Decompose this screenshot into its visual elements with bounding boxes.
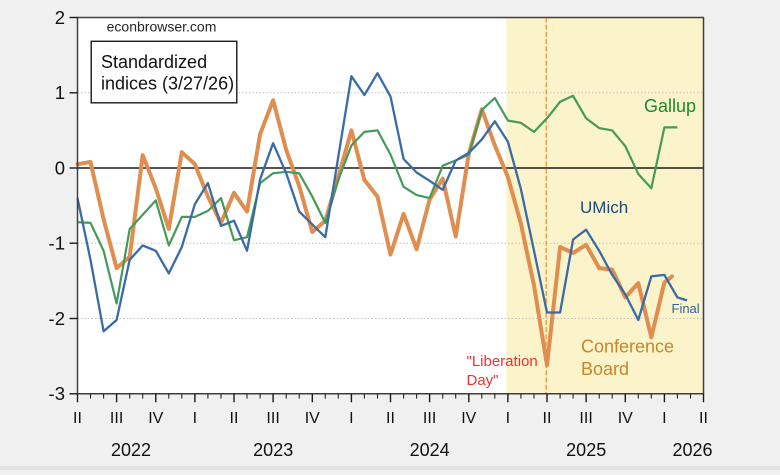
svg-text:Standardized: Standardized [101, 52, 207, 72]
svg-text:2025: 2025 [566, 440, 606, 460]
svg-text:II: II [230, 410, 239, 427]
svg-text:Conference: Conference [581, 337, 674, 357]
svg-text:Gallup: Gallup [644, 96, 696, 116]
svg-text:II: II [73, 410, 82, 427]
svg-text:Day": Day" [467, 372, 499, 389]
svg-text:2023: 2023 [253, 440, 293, 460]
svg-text:III: III [266, 410, 279, 427]
svg-text:Final: Final [672, 301, 700, 316]
svg-text:"Liberation: "Liberation [467, 353, 538, 370]
svg-text:III: III [579, 410, 592, 427]
svg-text:II: II [386, 410, 395, 427]
svg-text:II: II [699, 410, 708, 427]
svg-text:indices (3/27/26): indices (3/27/26) [101, 74, 234, 94]
svg-text:econbrowser.com: econbrowser.com [107, 19, 217, 35]
svg-text:-2: -2 [49, 308, 65, 329]
svg-text:IV: IV [461, 410, 476, 427]
svg-text:I: I [506, 410, 510, 427]
svg-text:I: I [662, 410, 666, 427]
svg-text:2022: 2022 [111, 440, 151, 460]
svg-text:Board: Board [581, 359, 629, 379]
svg-text:UMich: UMich [580, 198, 628, 217]
svg-text:2: 2 [55, 7, 65, 28]
svg-text:IV: IV [148, 410, 163, 427]
svg-text:II: II [543, 410, 552, 427]
svg-text:0: 0 [55, 157, 65, 178]
svg-text:IV: IV [305, 410, 320, 427]
svg-text:IV: IV [618, 410, 633, 427]
svg-text:-1: -1 [49, 233, 65, 254]
svg-text:2024: 2024 [410, 440, 450, 460]
svg-text:I: I [349, 410, 353, 427]
svg-text:-3: -3 [49, 383, 65, 404]
svg-text:2026: 2026 [672, 440, 712, 460]
svg-text:III: III [110, 410, 123, 427]
svg-text:I: I [193, 410, 197, 427]
svg-text:1: 1 [55, 82, 65, 103]
svg-text:III: III [423, 410, 436, 427]
